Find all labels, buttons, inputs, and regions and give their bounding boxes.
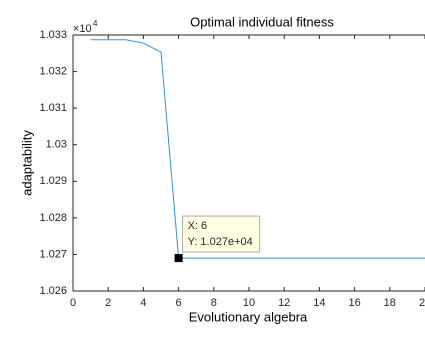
datatip-box (182, 215, 261, 253)
chart-title: Optimal individual fitness (190, 14, 334, 29)
x-tick-label: 10 (243, 297, 255, 309)
y-tick-label: 1.033 (39, 29, 67, 41)
y-tick-label: 1.026 (39, 285, 67, 297)
data-line (90, 39, 425, 259)
datatip-marker (174, 254, 183, 263)
y-tick-label: 1.032 (39, 65, 67, 77)
datatip-x: X: 6 (188, 220, 208, 232)
x-tick-label: 2 (419, 297, 425, 309)
x-tick-label: 0 (70, 297, 76, 309)
x-tick-label: 4 (140, 297, 146, 309)
x-tick-label: 12 (278, 297, 290, 309)
x-tick-label: 6 (176, 297, 182, 309)
y-tick-label: 1.027 (39, 248, 67, 260)
y-tick-label: 1.028 (39, 212, 67, 224)
x-tick-label: 2 (105, 297, 111, 309)
x-axis-label: Evolutionary algebra (189, 309, 308, 324)
y-axis-label: adaptability (19, 130, 34, 196)
y-multiplier: ×10 (73, 23, 92, 35)
x-tick-label: 14 (313, 297, 325, 309)
y-tick-label: 1.031 (39, 102, 67, 114)
y-tick-label: 1.029 (39, 175, 67, 187)
x-tick-label: 18 (384, 297, 396, 309)
y-tick-label: 1.03 (46, 139, 67, 151)
x-tick-label: 8 (211, 297, 217, 309)
y-multiplier-exp: 4 (93, 19, 98, 28)
x-tick-label: 16 (348, 297, 360, 309)
datatip-y: Y: 1.027e+04 (188, 236, 253, 248)
